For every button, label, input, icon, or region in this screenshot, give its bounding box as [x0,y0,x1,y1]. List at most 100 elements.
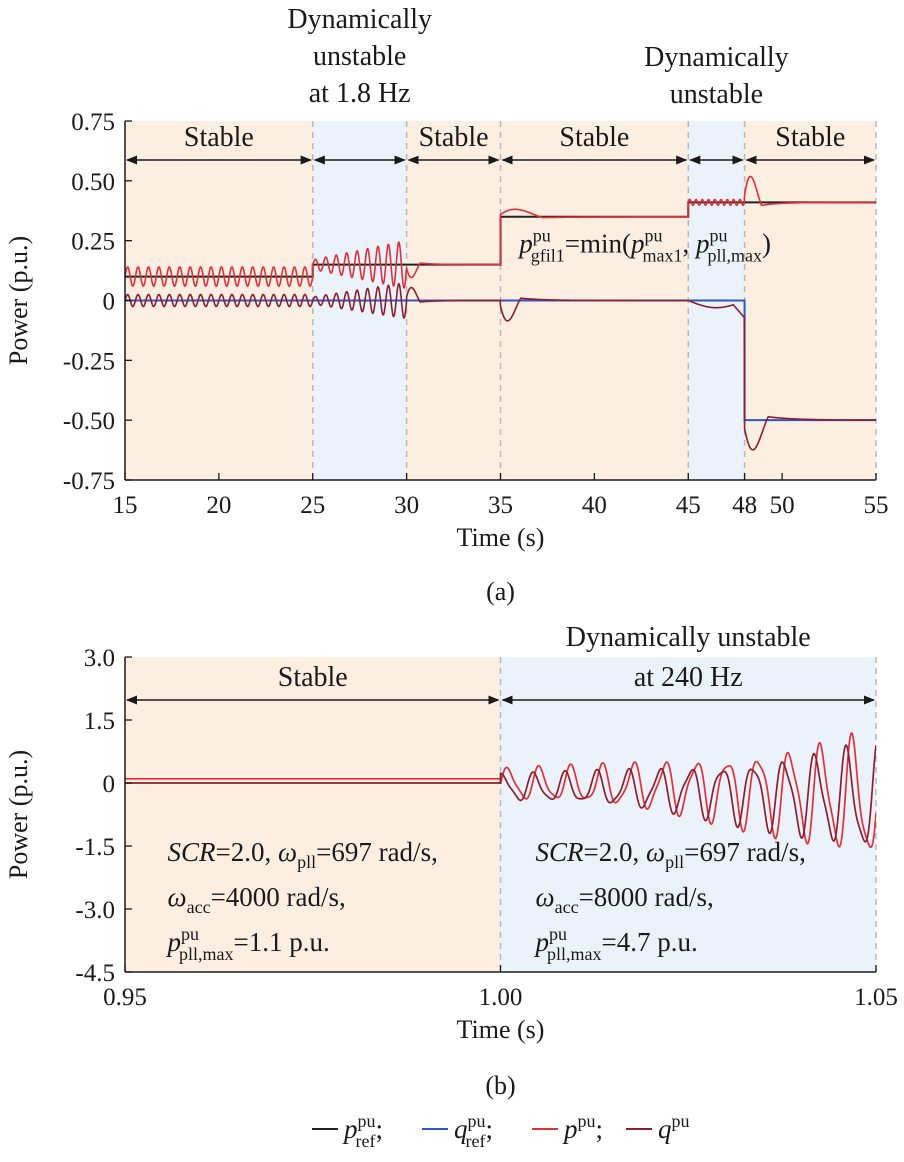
region-label: Stable [775,122,845,153]
y-tick-label: 1.5 [84,708,115,735]
x-tick-label: 50 [770,492,795,519]
y-axis-label: Power (p.u.) [4,750,33,879]
text-run: ω [536,882,555,912]
text-run: p [629,229,645,259]
region-stable [125,657,501,972]
region-label: Stable [559,122,629,153]
superscript: pu [533,226,551,246]
legend-entry: ppu​; [562,1111,603,1144]
top-region-label: unstable [670,79,763,110]
text-run: ) [762,229,771,259]
region-label: Stable [184,122,254,153]
y-tick-label: 0.50 [71,169,115,196]
subscript: pll,max [179,944,234,964]
text-run: q [454,1114,468,1144]
y-axis-label: Power (p.u.) [4,236,33,365]
subscript: ref [466,1131,486,1151]
y-tick-label: -1.5 [75,834,115,861]
x-axis-label: Time (s) [457,523,545,552]
superscript: pu [549,924,567,944]
text-run: =4.7 p.u. [602,927,698,957]
superscript: pu [672,1111,690,1131]
y-tick-label: -0.50 [63,408,115,435]
superscript: pu [710,226,728,246]
text-run: p [694,229,710,259]
y-tick-label: -4.5 [75,960,115,987]
series-group [125,175,876,451]
region-label: Dynamically unstable [566,622,811,653]
y-tick-label: 0 [103,771,116,798]
x-tick-label: 0.95 [103,984,147,1011]
x-tick-label: 1.05 [854,984,898,1011]
panel-b: 3.0 1.5 0 -1.5 -3.0 -4.50.95 1.00 1.05 Time (s) P… [4,622,898,1100]
y-tick-label: 0.25 [71,229,115,256]
superscript: pu [645,226,663,246]
region-label: at 240 Hz [634,662,743,693]
text-run: q [658,1114,672,1144]
text-run: p [517,229,533,259]
superscript: pu [358,1111,376,1131]
subscript: acc [187,897,211,917]
text-run: p [562,1114,578,1144]
x-tick-label: 48 [732,492,757,519]
parameter-text: SCR=2.0, ωpll​=697 rad/s, [168,837,438,872]
x-tick-label: 15 [113,492,138,519]
parameter-text: ωacc​=4000 rad/s, [168,882,346,917]
x-tick-label: 30 [394,492,419,519]
text-run: =8000 rad/s, [579,882,714,912]
text-run: , [683,229,697,259]
top-region-label: Dynamically [287,4,432,35]
x-tick-label: 55 [864,492,889,519]
top-region-label: at 1.8 Hz [309,78,411,109]
region-label: Stable [419,122,489,153]
x-axis-label: Time (s) [457,1015,545,1044]
legend-entry: qpu​ [658,1111,690,1144]
subscript: acc [555,897,579,917]
text-run: SCR [536,837,585,867]
series-line-p [125,175,876,290]
text-run: p [166,927,182,957]
subscript: gfil1 [531,246,565,266]
top-region-label: unstable [313,41,406,72]
x-tick-label: 40 [582,492,607,519]
superscript: pu [578,1111,596,1131]
x-tick-label: 45 [676,492,701,519]
x-tick-label: 1.00 [479,984,523,1011]
text-run: ; [596,1114,604,1144]
y-tick-label: -3.0 [75,897,115,924]
text-run: ω [646,837,665,867]
text-run: =697 rad/s, [684,837,806,867]
y-tick-label: 0.75 [71,109,115,136]
x-tick-label: 20 [206,492,231,519]
y-tick-label: -0.75 [63,468,115,495]
text-run: =697 rad/s, [316,837,438,867]
subscript: pll [297,852,316,872]
parameter-text: ωacc​=8000 rad/s, [536,882,714,917]
panel-caption: (a) [486,577,515,606]
top-region-label: Dynamically [644,42,789,73]
subscript: pll,max [547,944,602,964]
text-run: ω [278,837,297,867]
panel-caption: (b) [485,1071,515,1100]
text-run: ; [375,1114,383,1144]
series-line-q [125,744,876,843]
text-run: ω [168,882,187,912]
parameter-text: SCR=2.0, ωpll​=697 rad/s, [536,837,806,872]
series-line-p [125,732,876,849]
subscript: pll [665,852,684,872]
text-run: p [534,927,550,957]
subscript: ref [356,1131,376,1151]
subscript: max1 [643,246,683,266]
superscript: pu [181,924,199,944]
text-run: =1.1 p.u. [234,927,330,957]
text-run: ; [485,1114,493,1144]
series-group [125,732,876,849]
y-tick-label: 3.0 [84,645,115,672]
